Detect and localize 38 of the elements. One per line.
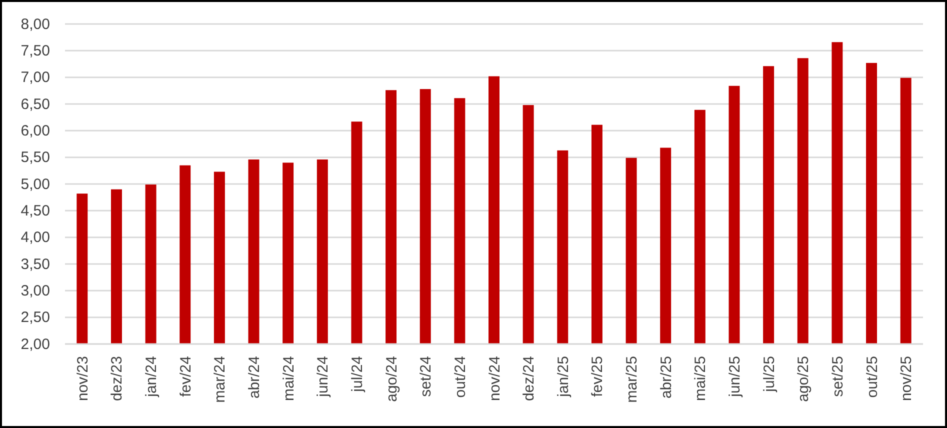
y-tick-label: 8,00	[20, 16, 50, 33]
x-tick-label: fev/24	[177, 356, 194, 397]
y-tick-label: 6,50	[20, 96, 50, 113]
x-tick-label: jan/25	[554, 356, 572, 398]
x-tick-label: mar/25	[624, 356, 641, 403]
x-tick-label: jul/25	[760, 356, 778, 393]
x-tick-label: fev/25	[589, 356, 606, 397]
x-tick-label: set/24	[418, 356, 435, 397]
y-tick-label: 6,00	[20, 122, 50, 140]
y-tick-label: 2,00	[20, 336, 50, 353]
y-tick-label: 5,00	[20, 176, 50, 193]
x-tick-label: mai/24	[280, 356, 298, 402]
x-tick-label: dez/23	[108, 356, 126, 402]
y-tick-label: 7,00	[20, 69, 50, 86]
x-tick-label: ago/24	[383, 356, 400, 402]
x-tick-label: abr/24	[246, 356, 264, 399]
x-tick-label: ago/25	[795, 356, 812, 402]
x-tick-label: nov/24	[486, 356, 504, 402]
x-tick-label: jul/24	[348, 356, 366, 393]
x-tick-label: nov/23	[74, 356, 92, 402]
x-tick-label: nov/25	[898, 356, 916, 402]
y-tick-label: 2,50	[20, 309, 50, 326]
y-tick-label: 5,50	[20, 149, 50, 166]
x-tick-label: jan/24	[143, 356, 160, 398]
x-tick-label: out/25	[864, 356, 881, 398]
x-tick-label: mai/25	[692, 356, 710, 402]
y-tick-label: 3,00	[20, 282, 50, 300]
y-tick-label: 7,50	[20, 42, 50, 60]
y-tick-label: 4,00	[20, 229, 50, 246]
x-tick-label: dez/24	[520, 356, 538, 402]
y-tick-label: 4,50	[20, 202, 50, 220]
x-tick-label: jun/24	[314, 356, 332, 398]
x-tick-label: set/25	[829, 356, 846, 397]
x-tick-label: jun/25	[726, 356, 744, 398]
y-tick-label: 3,50	[20, 256, 50, 273]
x-tick-label: abr/25	[658, 356, 675, 399]
x-tick-label: mar/24	[212, 356, 229, 403]
x-tick-label: out/24	[452, 356, 469, 398]
